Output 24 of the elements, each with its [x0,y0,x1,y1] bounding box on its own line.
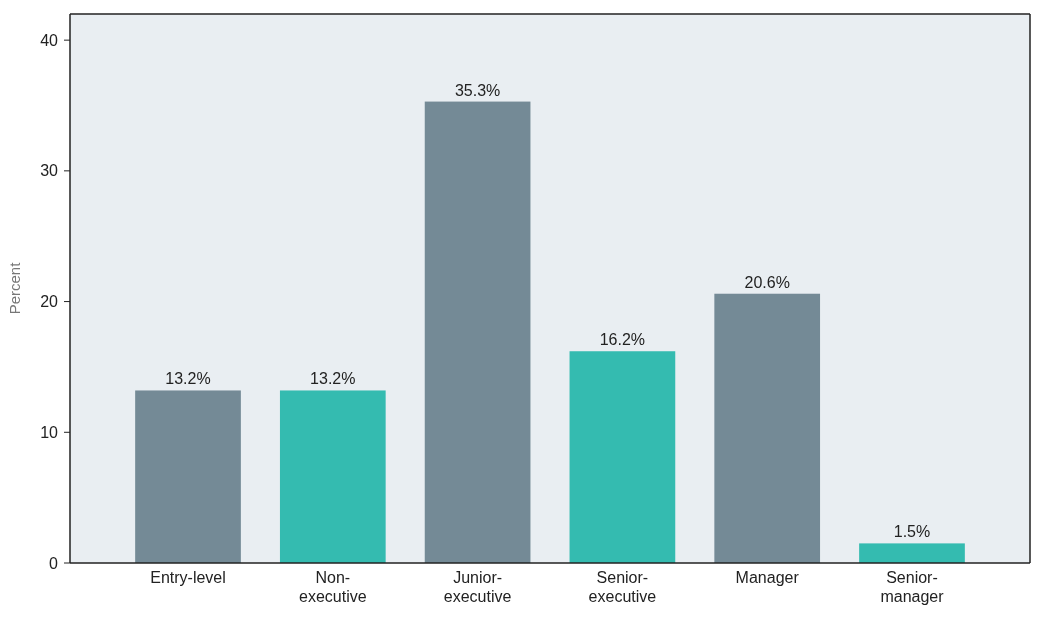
data-label: 16.2% [599,331,646,349]
x-tick-label: Entry-level [150,569,226,586]
y-axis-title: Percent [6,261,23,315]
data-label: 20.6% [744,273,790,291]
bar [714,293,821,563]
y-tick-label: 0 [49,554,59,572]
data-label: 1.5% [893,523,931,541]
y-tick-label: 40 [40,31,59,49]
data-label: 35.3% [454,81,501,99]
y-tick-label: 20 [40,293,59,311]
bar [859,543,965,563]
y-tick-label: 10 [40,423,59,441]
x-tick-label: Non-executive [299,569,367,605]
bar [424,101,531,563]
x-tick-label: Junior-executive [443,569,512,605]
x-tick-label: Manager [735,569,800,586]
bar [569,351,676,563]
x-tick-label: Senior-manager [880,569,945,605]
bar [279,390,386,563]
y-tick-label: 30 [40,162,59,180]
data-label: 13.2% [310,370,356,388]
data-label: 13.2% [165,370,211,388]
x-tick-label: Senior-executive [588,569,657,605]
bar [135,390,241,563]
